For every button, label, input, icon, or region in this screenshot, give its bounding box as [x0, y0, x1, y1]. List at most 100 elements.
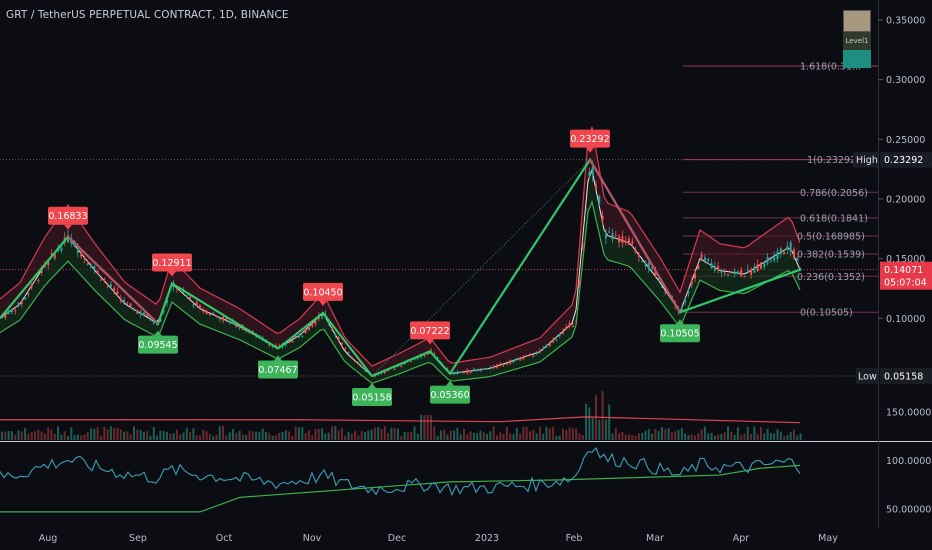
candle-body: [195, 302, 198, 306]
swing-high-label: 0.16833: [48, 211, 87, 222]
candle-body: [545, 344, 548, 347]
volume-bar: [670, 432, 673, 440]
swing-low-label-box[interactable]: [430, 385, 470, 404]
volume-bar: [159, 430, 162, 440]
candle-body: [641, 260, 644, 262]
candle-body: [268, 343, 271, 346]
swing-high-label-box[interactable]: [570, 129, 610, 148]
candle-body: [17, 302, 20, 307]
time-axis-label: Sep: [129, 533, 147, 544]
swing-high-label-box[interactable]: [303, 282, 343, 301]
level-legend-widget[interactable]: Level1: [843, 10, 871, 70]
volume-bar: [690, 434, 693, 440]
volume-bar: [324, 433, 327, 440]
candle-body: [218, 318, 221, 320]
volume-bar: [403, 431, 406, 440]
candle-body: [601, 215, 604, 221]
swing-high-label-box[interactable]: [152, 253, 192, 272]
volume-bar: [601, 391, 604, 440]
volume-bar: [76, 434, 79, 440]
volume-bar: [720, 434, 723, 440]
volume-bar: [717, 434, 720, 440]
candle-body: [614, 235, 617, 237]
candle-body: [733, 271, 736, 275]
volume-bar: [578, 433, 581, 440]
price-tick-label: 0.20000: [886, 194, 925, 205]
volume-bar: [195, 435, 198, 440]
volume-bar: [687, 435, 690, 440]
swing-low-label-box[interactable]: [352, 388, 392, 407]
volume-bar: [727, 426, 729, 440]
candle-body: [354, 361, 357, 363]
time-axis-label: Aug: [39, 533, 58, 544]
volume-bar: [202, 429, 205, 440]
candle-body: [37, 279, 40, 281]
volume-bar: [205, 431, 208, 440]
volume-bar: [575, 428, 578, 440]
low-tag-box: [856, 368, 878, 385]
candle-body: [136, 310, 139, 314]
candle-body: [159, 318, 162, 322]
swing-low-label: 0.09545: [138, 340, 177, 351]
volume-bar: [357, 435, 360, 440]
volume-bar: [126, 431, 129, 440]
volume-bar: [446, 434, 449, 440]
candle-body: [364, 368, 366, 371]
candle-body: [466, 370, 469, 374]
volume-bar: [307, 430, 310, 440]
volume-bar: [674, 431, 677, 440]
volume-bar: [298, 427, 300, 440]
volume-bar: [103, 426, 106, 440]
volume-bar: [222, 426, 225, 440]
candle-body: [680, 308, 683, 311]
volume-bar: [512, 434, 515, 440]
swing-low-label: 0.05158: [352, 393, 391, 404]
candle-body: [113, 287, 116, 292]
volume-bar: [113, 428, 116, 440]
swing-low-label-box[interactable]: [660, 324, 700, 343]
swing-label-pointer: [586, 147, 594, 153]
candle-body: [307, 324, 310, 331]
candle-body: [472, 369, 475, 372]
swing-high-label-box[interactable]: [48, 206, 88, 225]
volume-bar: [377, 426, 380, 440]
volume-bar: [189, 432, 192, 440]
volume-bar: [667, 428, 670, 440]
volume-bar: [340, 428, 343, 440]
volume-bar: [598, 419, 601, 440]
volume-bar: [786, 435, 789, 440]
volume-bar: [548, 428, 551, 440]
volume-bar: [96, 427, 99, 440]
volume-bar: [641, 432, 644, 440]
swing-high-label-box[interactable]: [410, 321, 450, 340]
candle-body: [562, 331, 564, 334]
volume-bar: [199, 435, 201, 440]
volume-bar: [86, 431, 89, 440]
candle-body: [604, 234, 607, 239]
volume-bar: [10, 431, 13, 440]
volume-bar: [116, 427, 119, 440]
candle-body: [482, 368, 485, 370]
candle-body: [647, 262, 650, 270]
oscillator-tick-label: 100.00000: [886, 456, 932, 467]
candle-body: [628, 238, 630, 245]
volume-bar: [17, 430, 20, 440]
time-axis-label: May: [818, 533, 838, 544]
volume-bar: [47, 427, 50, 440]
candle-body: [512, 360, 515, 363]
candle-body: [479, 368, 482, 372]
candle-body: [53, 253, 56, 259]
candle-body: [690, 281, 693, 285]
volume-bar: [60, 435, 63, 440]
candle-body: [225, 318, 228, 320]
volume-bar: [793, 429, 795, 440]
volume-bar: [294, 426, 297, 440]
swing-low-label-box[interactable]: [258, 360, 298, 379]
volume-bar: [4, 431, 7, 440]
volume-bar: [90, 428, 93, 440]
volume-bar: [628, 434, 630, 440]
fib-level-label: 0.5(0.168985): [797, 231, 865, 242]
swing-low-label-box[interactable]: [138, 335, 178, 354]
volume-bar: [525, 426, 528, 440]
